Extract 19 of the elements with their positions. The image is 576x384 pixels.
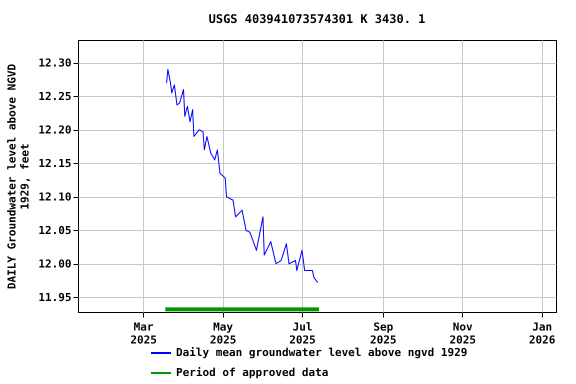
line-series <box>166 68 318 284</box>
legend-label: Daily mean groundwater level above ngvd 1929 <box>176 346 468 359</box>
legend-label: Period of approved data <box>176 366 328 379</box>
y-tick-label: 12.10 <box>38 190 72 204</box>
x-tick-label: May 2025 <box>210 320 236 346</box>
x-tick-label: Sep 2025 <box>370 320 397 346</box>
y-tick-label: 12.15 <box>38 156 72 170</box>
x-tick-label: Nov 2025 <box>449 320 476 346</box>
y-tick-label: 12.25 <box>38 90 72 103</box>
y-tick-label: 12.00 <box>38 257 72 270</box>
x-tick-label: Jan 2026 <box>528 320 556 346</box>
y-axis-title: DAILY Groundwater level above NGVD 1929, feet <box>5 64 32 290</box>
y-tick-label: 12.30 <box>38 56 72 70</box>
chart-title: USGS 403941073574301 K 3430. 1 <box>208 12 426 26</box>
x-tick-label: Mar 2025 <box>130 320 157 346</box>
y-tick-label: 12.20 <box>38 123 72 136</box>
y-tick-label: 11.95 <box>38 290 72 304</box>
x-tick-label: Jul 2025 <box>289 320 316 346</box>
y-tick-label: 12.05 <box>38 224 72 237</box>
